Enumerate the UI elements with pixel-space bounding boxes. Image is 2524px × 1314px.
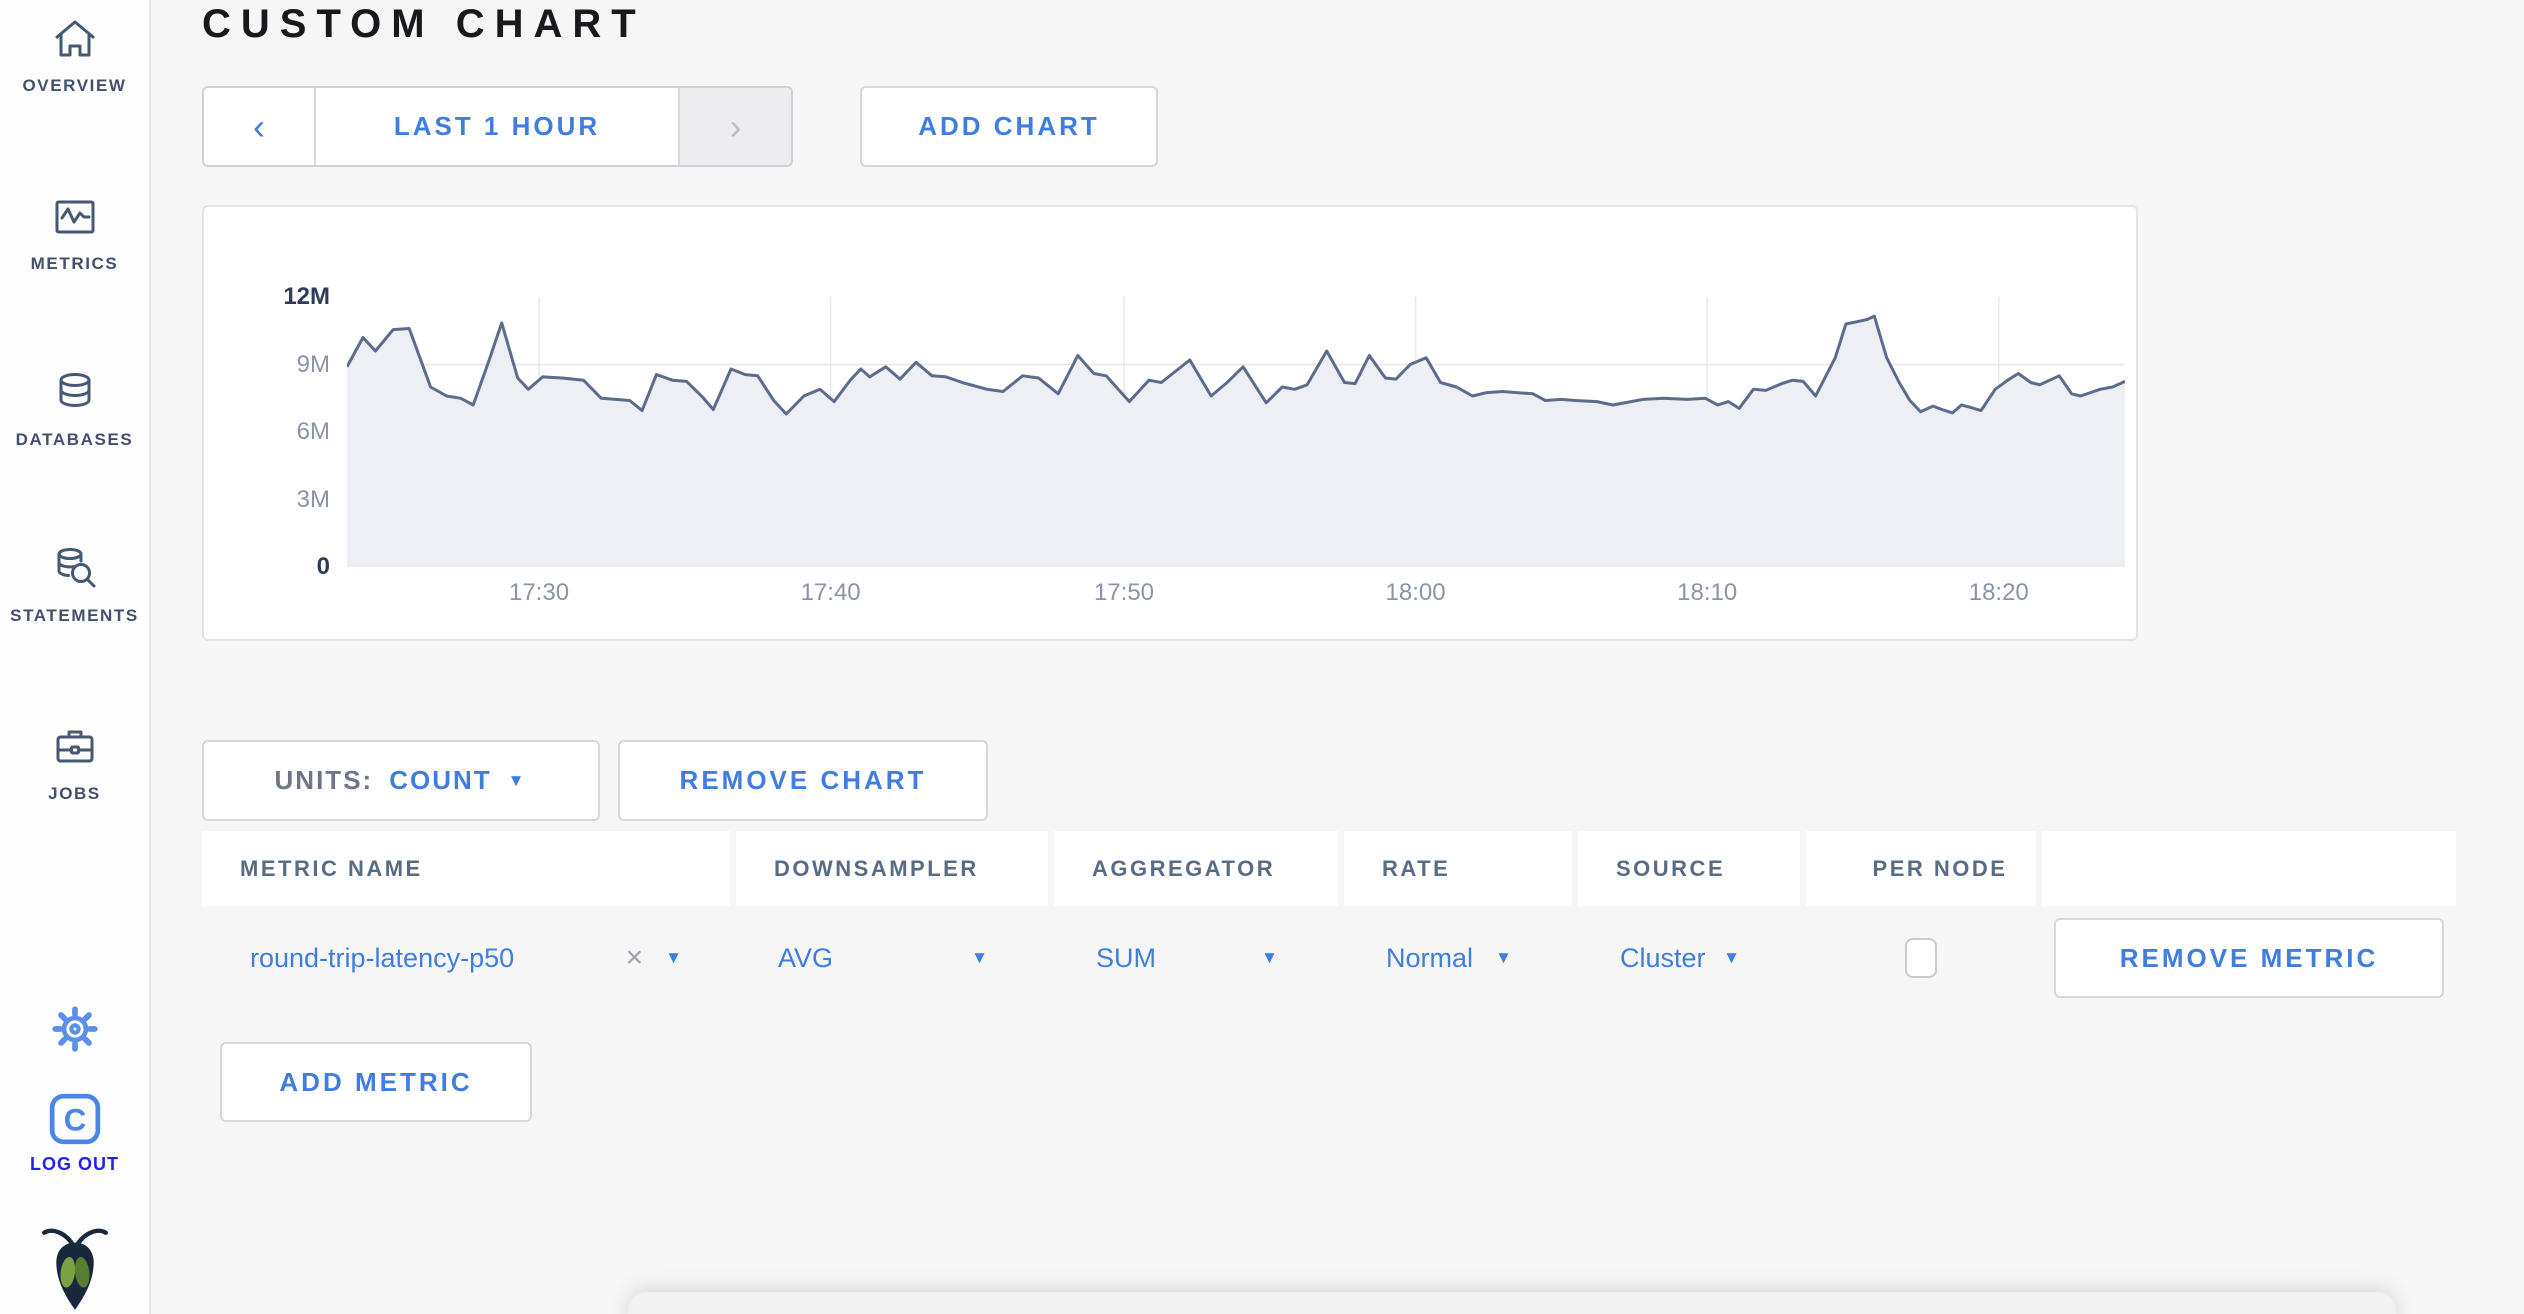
home-icon bbox=[51, 14, 99, 64]
logout-label: LOG OUT bbox=[30, 1154, 119, 1174]
time-next-button[interactable]: › bbox=[678, 88, 791, 165]
x-tick-label: 17:50 bbox=[1093, 579, 1155, 606]
gear-icon bbox=[50, 1004, 100, 1054]
sidebar-item-metrics[interactable]: METRICS bbox=[0, 192, 149, 274]
svg-text:C: C bbox=[63, 1102, 86, 1137]
downsampler-value: AVG bbox=[778, 942, 834, 973]
column-header-source: SOURCE bbox=[1578, 831, 1800, 906]
x-tick-label: 18:20 bbox=[1968, 579, 2029, 606]
database-icon bbox=[51, 368, 99, 418]
source-value: Cluster bbox=[1620, 942, 1706, 973]
sidebar-item-label: DATABASES bbox=[15, 430, 134, 449]
column-header-actions bbox=[2042, 831, 2456, 906]
rate-dropdown[interactable]: Normal ▼ bbox=[1344, 906, 1572, 1010]
time-series-chart bbox=[347, 297, 2125, 567]
chevron-down-icon: ▼ bbox=[1495, 948, 1512, 967]
actions-cell: REMOVE METRIC bbox=[2042, 906, 2456, 1010]
per-node-checkbox[interactable] bbox=[1905, 938, 1937, 978]
sidebar-item-label: METRICS bbox=[30, 254, 119, 273]
metrics-table: METRIC NAME DOWNSAMPLER AGGREGATOR RATE … bbox=[202, 831, 2456, 1010]
chevron-down-icon: ▼ bbox=[665, 948, 682, 967]
column-header-metric-name: METRIC NAME bbox=[202, 831, 730, 906]
x-tick-label: 18:10 bbox=[1677, 579, 1738, 606]
sidebar-item-logout[interactable]: C LOG OUT bbox=[0, 1093, 149, 1175]
sidebar-item-label: JOBS bbox=[48, 784, 101, 803]
chart-card: 0 3M 6M 9M 12M 17:30 17:40 17:50 18:00 18:10 18:20 bbox=[202, 205, 2138, 641]
sidebar-item-jobs[interactable]: JOBS bbox=[0, 722, 149, 804]
rate-value: Normal bbox=[1386, 942, 1474, 973]
x-tick-label: 17:40 bbox=[800, 579, 861, 606]
page-title: CUSTOM CHART bbox=[202, 2, 646, 46]
table-row: round-trip-latency-p50 × ▼ AVG ▼ SUM ▼ N… bbox=[202, 906, 2456, 1010]
column-header-per-node: PER NODE bbox=[1806, 831, 2036, 906]
chevron-down-icon: ▼ bbox=[971, 948, 988, 967]
y-tick-label: 6M bbox=[296, 418, 330, 445]
jobs-icon bbox=[51, 722, 99, 772]
cockroach-c-icon: C bbox=[48, 1093, 102, 1145]
cockroach-bug-icon bbox=[41, 1224, 108, 1314]
column-header-downsampler: DOWNSAMPLER bbox=[736, 831, 1048, 906]
y-tick-label: 9M bbox=[296, 350, 330, 378]
metrics-table-header: METRIC NAME DOWNSAMPLER AGGREGATOR RATE … bbox=[202, 831, 2456, 906]
aggregator-dropdown[interactable]: SUM ▼ bbox=[1054, 906, 1338, 1010]
time-prev-button[interactable]: ‹ bbox=[204, 88, 316, 165]
column-header-rate: RATE bbox=[1344, 831, 1572, 906]
units-dropdown[interactable]: UNITS: COUNT ▼ bbox=[202, 740, 600, 821]
add-chart-button[interactable]: ADD CHART bbox=[860, 86, 1158, 167]
sidebar-item-settings[interactable] bbox=[0, 1004, 149, 1054]
x-tick-label: 18:00 bbox=[1385, 579, 1446, 606]
bottom-sheet-shadow bbox=[628, 1292, 2396, 1314]
add-metric-button[interactable]: ADD METRIC bbox=[220, 1042, 532, 1122]
sidebar-item-statements[interactable]: STATEMENTS bbox=[0, 544, 149, 626]
statements-icon bbox=[51, 544, 99, 594]
sidebar-item-label: STATEMENTS bbox=[10, 606, 139, 625]
sidebar-item-label: OVERVIEW bbox=[22, 76, 127, 95]
remove-metric-button[interactable]: REMOVE METRIC bbox=[2054, 918, 2444, 998]
sidebar-brand bbox=[0, 1224, 149, 1314]
time-range-picker: ‹ LAST 1 HOUR › bbox=[202, 86, 793, 167]
y-tick-label: 0 bbox=[316, 553, 330, 580]
units-value: COUNT bbox=[389, 765, 492, 795]
chevron-down-icon: ▼ bbox=[1261, 948, 1278, 967]
column-header-aggregator: AGGREGATOR bbox=[1054, 831, 1338, 906]
x-tick-label: 17:30 bbox=[508, 579, 570, 606]
sidebar-item-overview[interactable]: OVERVIEW bbox=[0, 14, 149, 96]
per-node-cell bbox=[1806, 906, 2036, 1010]
aggregator-value: SUM bbox=[1096, 942, 1156, 973]
remove-chart-button[interactable]: REMOVE CHART bbox=[618, 740, 988, 821]
units-label: UNITS: bbox=[274, 765, 374, 795]
metric-name-value: round-trip-latency-p50 bbox=[250, 942, 515, 973]
sidebar: OVERVIEW METRICS DATABASES bbox=[0, 0, 151, 1314]
metrics-icon bbox=[51, 192, 99, 242]
chevron-down-icon: ▼ bbox=[507, 770, 528, 790]
sidebar-item-databases[interactable]: DATABASES bbox=[0, 368, 149, 450]
y-tick-label: 12M bbox=[283, 283, 330, 310]
clear-metric-icon[interactable]: × bbox=[625, 941, 644, 974]
y-tick-label: 3M bbox=[296, 485, 330, 513]
chevron-down-icon: ▼ bbox=[1723, 948, 1740, 967]
downsampler-dropdown[interactable]: AVG ▼ bbox=[736, 906, 1048, 1010]
metric-name-dropdown[interactable]: round-trip-latency-p50 × ▼ bbox=[202, 906, 730, 1010]
time-range-button[interactable]: LAST 1 HOUR bbox=[316, 88, 678, 165]
source-dropdown[interactable]: Cluster ▼ bbox=[1578, 906, 1800, 1010]
